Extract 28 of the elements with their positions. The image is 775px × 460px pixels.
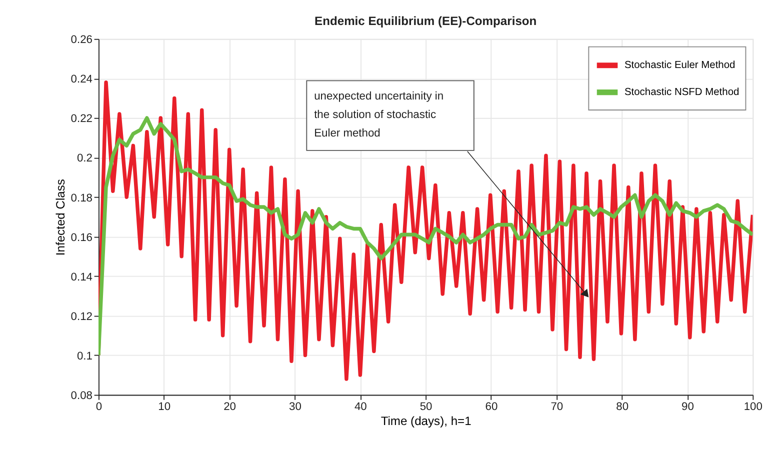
x-tick-label: 40	[354, 401, 367, 414]
y-tick-label: 0.18	[70, 192, 92, 204]
y-tick-label: 0.1	[76, 350, 92, 362]
y-tick-label: 0.2	[76, 152, 92, 165]
y-tick-label: 0.24	[70, 74, 92, 86]
x-tick-label: 100	[744, 401, 762, 414]
y-tick-label: 0.16	[70, 232, 92, 244]
y-tick-label: 0.26	[70, 34, 92, 46]
x-axis-title: Time (days), h=1	[380, 414, 472, 428]
x-tick-label: 90	[682, 401, 694, 414]
y-tick-label: 0.14	[70, 271, 92, 284]
annotation: unexpected uncertainity in the solution of stochastic Euler method	[314, 90, 444, 140]
x-tick-label: 0	[96, 401, 102, 414]
y-tick-label: 0.22	[70, 113, 92, 126]
x-tick-label: 30	[289, 401, 302, 414]
x-tick-label: 70	[550, 401, 564, 414]
x-tick-label: 10	[158, 401, 171, 414]
x-tick-label: 60	[485, 401, 498, 414]
y-axis-title: Infected Class	[53, 179, 68, 256]
line-series	[98, 80, 753, 381]
y-tick-label: 0.12	[70, 310, 92, 323]
y-tick-label: 0.08	[70, 390, 92, 402]
x-tick-label: 20	[224, 401, 236, 414]
legend-label: Stochastic Euler Method	[624, 60, 736, 72]
legend-label: Stochastic NSFD Method	[624, 87, 740, 98]
chart-title: Endemic Equilibrium (EE)-Comparison	[314, 14, 537, 28]
x-tick-label: 50	[420, 401, 432, 414]
x-tick-label: 80	[616, 401, 629, 414]
